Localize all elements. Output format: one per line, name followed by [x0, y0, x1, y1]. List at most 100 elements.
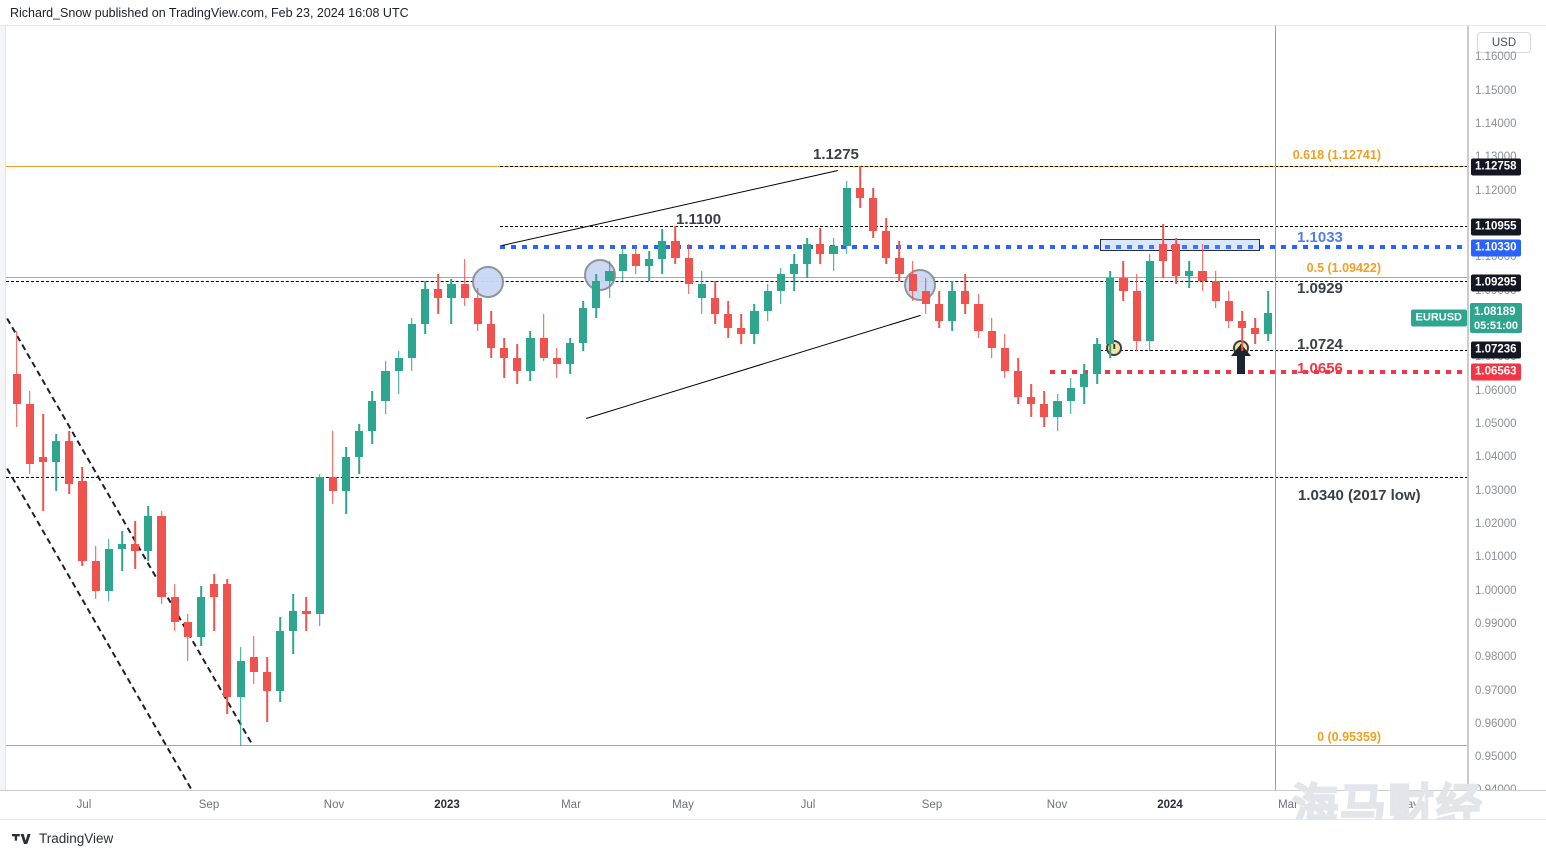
candle-body — [855, 187, 864, 198]
time-scale[interactable]: Jul Sep Nov 2023 Mar May Jul Sep Nov 2024 Mar May — [0, 790, 1546, 820]
candle-body — [724, 314, 733, 328]
candle-body — [948, 290, 957, 321]
candle — [315, 474, 324, 626]
candle-body — [776, 274, 785, 291]
candle-wick — [187, 614, 189, 661]
candle-body — [1093, 344, 1102, 375]
candle — [842, 180, 851, 255]
candle — [1237, 310, 1247, 351]
fib-0-line — [6, 745, 1467, 747]
candle — [908, 260, 917, 301]
candle — [737, 314, 746, 345]
fib-5-line — [6, 276, 1467, 278]
time-mark: May — [672, 799, 694, 811]
candle-body — [921, 290, 930, 305]
candle-body — [434, 289, 443, 298]
publication-header: Richard_Snow published on TradingView.co… — [0, 0, 1546, 26]
candle-body — [447, 284, 456, 298]
publication-attribution: Richard_Snow published on TradingView.co… — [10, 5, 409, 20]
candle-body — [1079, 374, 1088, 388]
candle — [1093, 337, 1102, 385]
time-mark: May — [1397, 799, 1419, 811]
candle — [328, 430, 337, 505]
price-tick: 1.01000 — [1475, 551, 1517, 563]
candle — [1198, 244, 1207, 291]
candle — [658, 229, 667, 275]
price-scale[interactable]: USD 1.16000 1.15000 1.14000 1.13000 1.12000 1… — [1468, 26, 1546, 796]
candle — [961, 274, 970, 315]
candle — [1185, 260, 1194, 288]
bullish-arrow-marker[interactable] — [1230, 344, 1252, 379]
candle-body — [1040, 404, 1049, 418]
price-label-1-09295: 1.09295 — [1471, 274, 1521, 292]
time-mark: Sep — [921, 799, 943, 811]
candle — [407, 317, 416, 371]
level-1-1100: 1.1100 — [676, 211, 722, 228]
candle-body — [473, 297, 482, 325]
fib-618-line — [6, 166, 1467, 168]
candle-body — [1066, 387, 1075, 401]
candle — [500, 337, 509, 378]
chart-plot-area[interactable]: EURUSD 0.618 (1.12741) 0.5 (1.09422) 0 (0.9… — [0, 26, 1468, 790]
candle — [368, 390, 377, 445]
candle — [565, 337, 575, 375]
candle-body — [842, 187, 851, 246]
time-mark: Mar — [1278, 799, 1298, 811]
price-tick: 0.99000 — [1475, 618, 1517, 630]
candle — [460, 259, 469, 306]
candle-body — [763, 290, 772, 311]
candle — [684, 244, 693, 295]
candle — [1079, 364, 1088, 405]
candle — [803, 237, 812, 278]
candle-body — [420, 289, 430, 325]
candle — [1027, 384, 1036, 418]
candle — [1132, 274, 1141, 351]
candle-body — [710, 297, 720, 315]
candle — [302, 597, 311, 631]
candle — [420, 280, 430, 335]
candle — [104, 539, 113, 601]
candle — [78, 467, 87, 566]
candle-body — [869, 197, 878, 231]
price-label-1-06563: 1.06563 — [1471, 363, 1521, 381]
time-mark: Jul — [76, 799, 92, 811]
candle — [1158, 224, 1168, 278]
currency-button[interactable]: USD — [1477, 32, 1531, 53]
candle-body — [987, 330, 996, 348]
candle — [724, 300, 733, 338]
level-1-0929: 1.0929 — [1297, 280, 1343, 297]
pivot-1-1033-dotline — [500, 244, 1467, 249]
candle — [539, 314, 548, 361]
tradingview-mark-icon — [12, 833, 31, 844]
candle — [763, 284, 772, 321]
price-label-1-10330: 1.10330 — [1471, 239, 1521, 257]
candle — [170, 584, 179, 631]
level-1-0724: 1.0724 — [1297, 336, 1343, 353]
candle-body — [1132, 290, 1141, 341]
candle-wick — [397, 350, 400, 395]
candle-body — [1053, 400, 1062, 418]
price-tick: 1.03000 — [1475, 485, 1517, 497]
tradingview-logo[interactable]: TradingView — [12, 831, 113, 846]
candle-body — [394, 357, 403, 371]
candle — [855, 165, 864, 208]
price-tick: 0.98000 — [1475, 651, 1517, 663]
candle-body — [1185, 270, 1194, 276]
price-tick: 1.16000 — [1475, 51, 1517, 63]
price-tick: 1.14000 — [1475, 118, 1517, 130]
price-label-1-10955: 1.10955 — [1471, 218, 1521, 236]
candle-body — [302, 610, 311, 615]
candle-body — [1027, 397, 1036, 405]
candle — [381, 360, 390, 415]
candle-body — [223, 584, 232, 698]
price-tick: 1.02000 — [1475, 518, 1517, 530]
candle-wick — [463, 259, 466, 306]
candle — [38, 414, 47, 511]
candle — [934, 290, 944, 328]
candle-body — [1013, 370, 1023, 398]
candle — [473, 287, 482, 331]
wedge-upper-line — [502, 170, 839, 246]
candle-body — [486, 324, 496, 348]
candle-body — [183, 622, 192, 638]
candle — [631, 245, 640, 275]
